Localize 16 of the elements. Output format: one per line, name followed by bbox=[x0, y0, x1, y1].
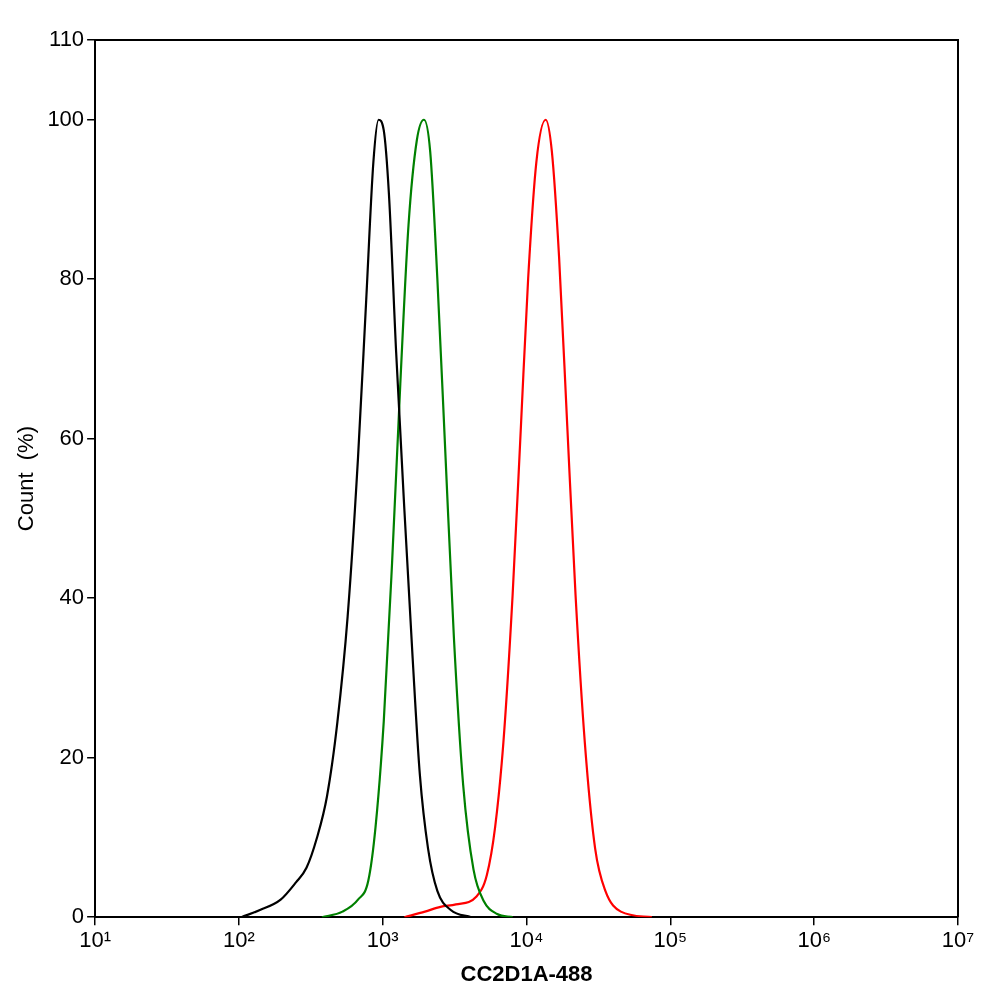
y-tick-label: 0 bbox=[71, 903, 85, 929]
y-tick-label: 20 bbox=[59, 743, 85, 769]
y-tick-label: 80 bbox=[59, 265, 85, 291]
y-tick-label: 40 bbox=[59, 584, 85, 610]
y-tick-label: 110 bbox=[49, 26, 85, 52]
x-tick-label: 10⁵ bbox=[653, 927, 688, 953]
x-axis-title: CC2D1A-488 bbox=[460, 960, 593, 986]
y-axis-title: Count (%) bbox=[13, 426, 39, 532]
x-tick-label: 10² bbox=[223, 927, 255, 953]
x-tick-label: 10⁶ bbox=[797, 927, 831, 953]
x-tick-label: 10¹ bbox=[79, 927, 111, 953]
y-tick-label: 100 bbox=[47, 105, 85, 131]
x-tick-label: 10⁷ bbox=[941, 927, 975, 953]
y-tick-label: 60 bbox=[59, 424, 85, 450]
x-tick-label: 10³ bbox=[366, 927, 399, 953]
x-tick-label: 10⁴ bbox=[509, 927, 544, 953]
